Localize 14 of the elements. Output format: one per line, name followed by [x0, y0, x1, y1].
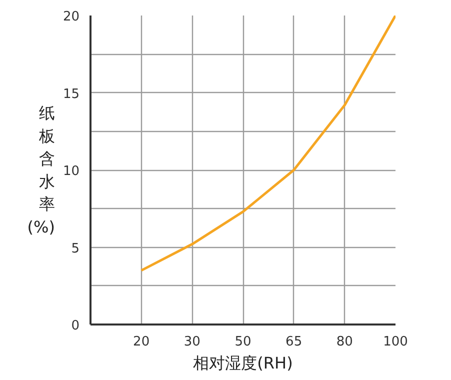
x-tick-label: 65 — [286, 334, 302, 350]
x-tick-label: 20 — [133, 334, 150, 350]
y-tick-label: 0 — [71, 318, 80, 334]
line-series — [140, 16, 396, 272]
y-tick-label: 10 — [62, 164, 80, 179]
y-tick-label: 15 — [62, 86, 80, 102]
x-axis-title: 相对湿度(RH) — [193, 354, 293, 372]
x-tick-label: 100 — [383, 334, 408, 350]
y-tick-label: 5 — [71, 241, 80, 256]
y-axis-title: 纸板含水率(%) — [27, 104, 55, 236]
y-tick-label: 20 — [62, 10, 80, 24]
x-tick-label: 50 — [234, 334, 252, 350]
x-tick-label: 30 — [184, 334, 200, 350]
x-tick-label: 80 — [336, 334, 353, 350]
